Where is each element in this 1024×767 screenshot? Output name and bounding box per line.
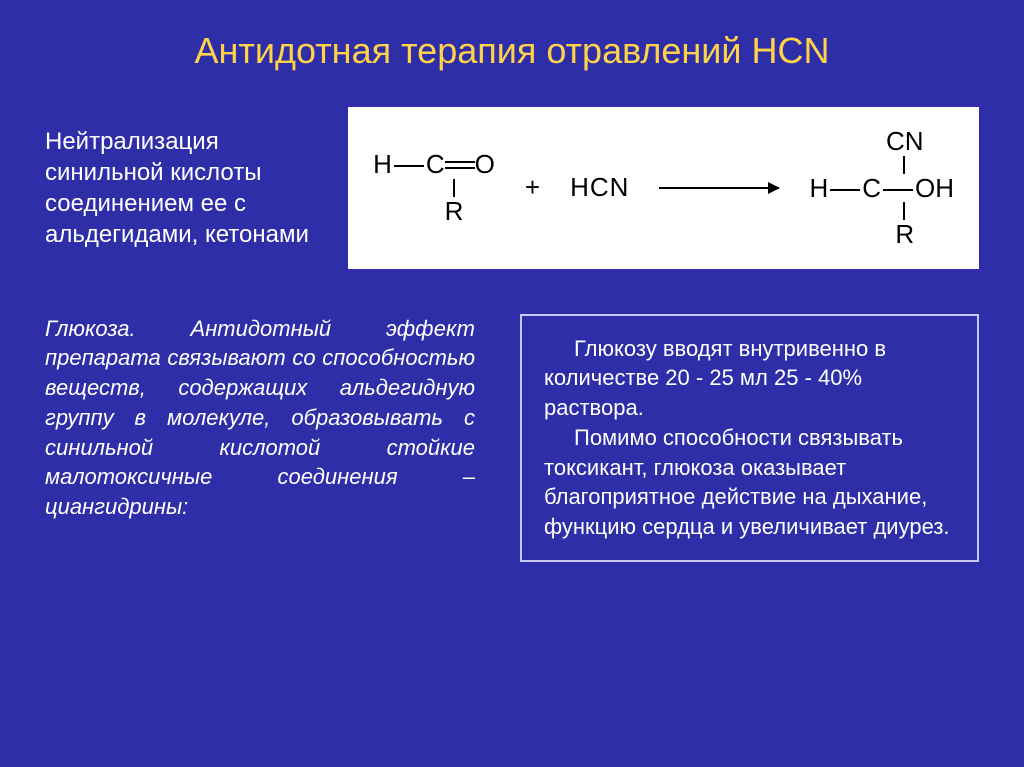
- vertical-bond-icon: [903, 156, 905, 174]
- reactant-r: R: [445, 197, 464, 226]
- reaction-arrow-icon: [659, 187, 779, 189]
- reactant-aldehyde: HC O R: [373, 150, 495, 225]
- glucose-rest: Антидотный эффект препарата связывают со…: [45, 316, 475, 519]
- dosage-box: Глюкозу вводят внутривенно в количестве …: [520, 314, 979, 562]
- product-r: R: [895, 220, 914, 249]
- dosage-p1: Глюкозу вводят внутривенно в количестве …: [544, 334, 955, 423]
- product-cn: CN: [886, 127, 924, 156]
- reaction-diagram: HC O R + HCN CN HCOH R: [348, 107, 979, 269]
- reactant-o: O: [475, 150, 495, 179]
- hcn-label: HCN: [570, 172, 629, 203]
- double-bond-icon: [445, 160, 475, 170]
- vertical-bond-icon: [453, 179, 455, 197]
- row-intro-reaction: Нейтрализация синильной кислоты соединен…: [45, 107, 979, 269]
- glucose-paragraph: Глюкоза. Антидотный эффект препарата свя…: [45, 314, 475, 562]
- reactant-hc: HC: [373, 150, 445, 179]
- plus-sign: +: [525, 172, 540, 203]
- intro-text: Нейтрализация синильной кислоты соединен…: [45, 126, 328, 251]
- vertical-bond-icon: [903, 202, 905, 220]
- product-main: HCOH: [809, 174, 954, 203]
- glucose-lead: Глюкоза.: [45, 316, 136, 341]
- dosage-p2: Помимо способности связывать токсикант, …: [544, 423, 955, 542]
- slide-title: Антидотная терапия отравлений HCN: [45, 30, 979, 72]
- slide: Антидотная терапия отравлений HCN Нейтра…: [0, 0, 1024, 767]
- product-cyanohydrin: CN HCOH R: [809, 127, 954, 249]
- row-paragraphs: Глюкоза. Антидотный эффект препарата свя…: [45, 314, 979, 562]
